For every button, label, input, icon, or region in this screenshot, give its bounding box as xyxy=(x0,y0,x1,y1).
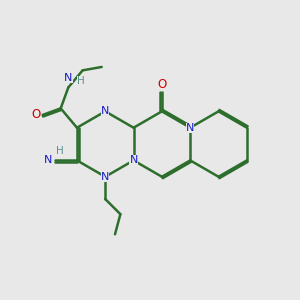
Text: H: H xyxy=(77,76,85,86)
Text: O: O xyxy=(32,109,40,122)
Text: N: N xyxy=(44,155,52,165)
Text: N: N xyxy=(101,172,110,182)
Text: N: N xyxy=(186,123,194,133)
Text: O: O xyxy=(157,78,167,91)
Text: N: N xyxy=(64,74,73,83)
Text: N: N xyxy=(129,155,138,165)
Text: N: N xyxy=(101,106,110,116)
Text: H: H xyxy=(56,146,64,156)
